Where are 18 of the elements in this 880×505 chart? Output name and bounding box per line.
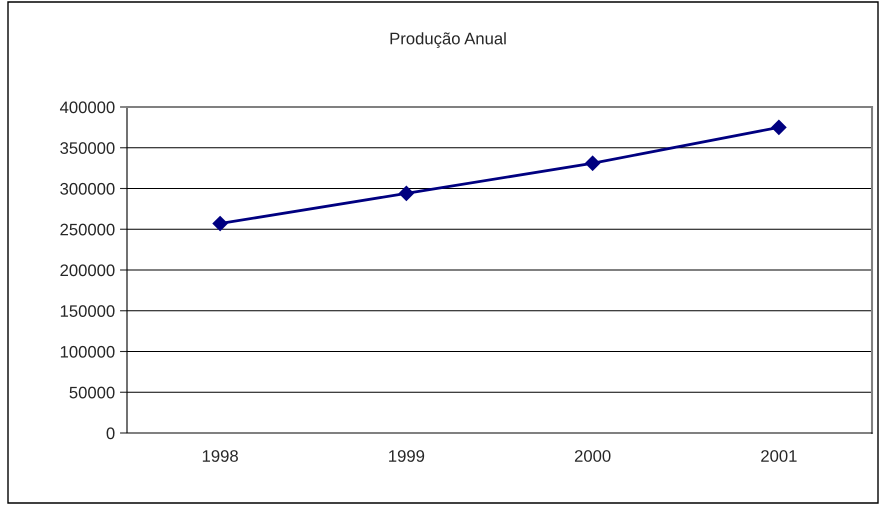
- y-tick-label: 300000: [60, 182, 115, 195]
- point: [398, 186, 414, 201]
- point: [585, 156, 600, 171]
- x-tick-label: 1998: [202, 450, 238, 462]
- y-tick-label: 150000: [60, 305, 115, 317]
- y-tick-label: 350000: [60, 142, 115, 154]
- x-tick-label: 2001: [761, 450, 797, 462]
- y-tick-label: 100000: [60, 346, 115, 358]
- point: [212, 216, 228, 232]
- y-tick-label: 250000: [60, 224, 115, 236]
- y-tick-label: 200000: [60, 264, 115, 276]
- y-tick-label: 50000: [70, 386, 115, 398]
- point: [771, 120, 786, 135]
- x-tick-label: 2000: [574, 450, 611, 462]
- chart-title: Produção Anual: [390, 32, 506, 48]
- x-tick-label: 1999: [389, 450, 424, 462]
- y-tick-label: 0: [106, 427, 115, 440]
- y-tick-label: 400000: [60, 101, 115, 114]
